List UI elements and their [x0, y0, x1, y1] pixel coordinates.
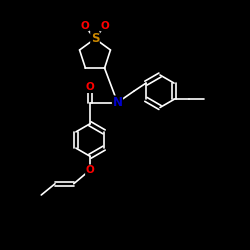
Text: O: O	[80, 21, 89, 31]
Text: S: S	[91, 32, 99, 45]
Text: O: O	[86, 82, 94, 92]
Text: N: N	[112, 96, 122, 109]
Text: O: O	[86, 165, 94, 175]
Text: O: O	[100, 21, 109, 31]
